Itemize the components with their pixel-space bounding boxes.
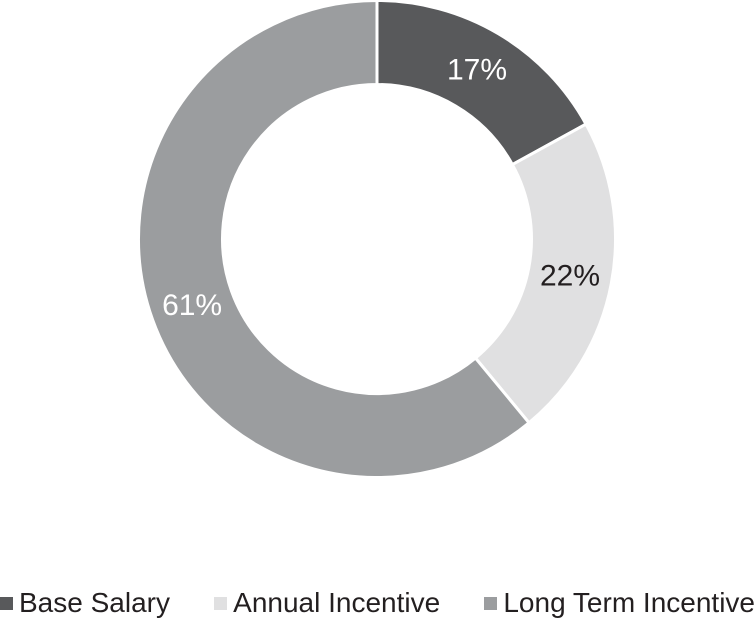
legend-item-long-term-incentive: Long Term Incentive bbox=[484, 587, 755, 619]
legend-swatch-long-term-incentive bbox=[484, 596, 498, 610]
legend-item-base-salary: Base Salary bbox=[0, 587, 170, 619]
legend-item-annual-incentive: Annual Incentive bbox=[214, 587, 440, 619]
slice-label-long-term-incentive: 61% bbox=[162, 289, 222, 322]
legend-label-long-term-incentive: Long Term Incentive bbox=[503, 587, 755, 618]
slice-label-annual-incentive: 22% bbox=[540, 259, 600, 292]
slice-label-base-salary: 17% bbox=[447, 53, 507, 86]
legend-swatch-base-salary bbox=[0, 596, 13, 610]
donut-slice-annual-incentive bbox=[473, 122, 617, 425]
legend-label-annual-incentive: Annual Incentive bbox=[233, 587, 441, 618]
legend-swatch-annual-incentive bbox=[214, 596, 228, 610]
donut-chart: 17% 22% 61% bbox=[137, 0, 617, 479]
legend-label-base-salary: Base Salary bbox=[19, 587, 170, 618]
donut-chart-area: 17% 22% 61% bbox=[137, 0, 617, 479]
donut-slice-long-term-incentive bbox=[137, 0, 532, 479]
chart-legend: Base Salary Annual Incentive Long Term I… bbox=[0, 584, 755, 622]
